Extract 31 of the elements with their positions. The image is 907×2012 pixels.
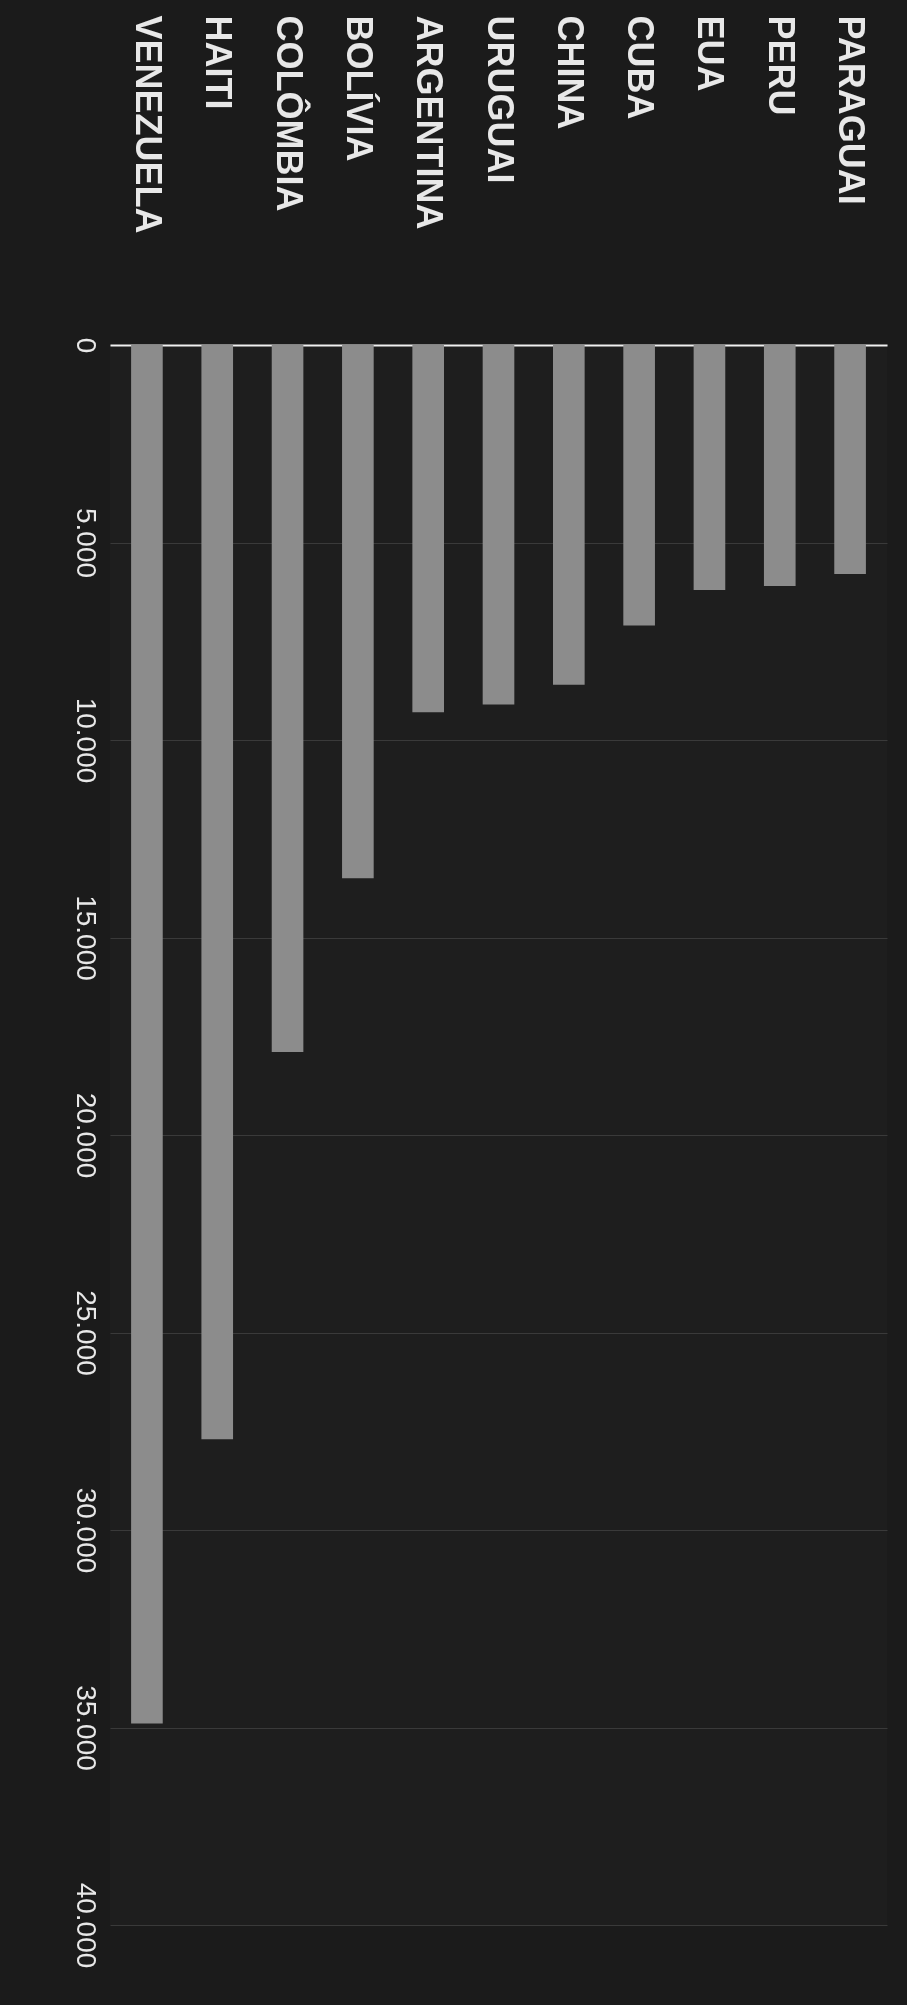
- bar: [693, 345, 726, 590]
- x-tick-label: EUA: [690, 15, 732, 92]
- x-tick-label: PERU: [760, 15, 802, 116]
- y-tick-label: 10.000: [70, 697, 102, 784]
- x-tick-label: ARGENTINA: [409, 15, 451, 230]
- y-tick-label: 20.000: [70, 1092, 102, 1179]
- bar: [131, 345, 163, 1724]
- bar: [553, 345, 585, 685]
- y-tick-label: 25.000: [70, 1290, 102, 1376]
- x-tick-label: BOLÍVIA: [338, 15, 380, 162]
- x-tick-label: CHINA: [549, 15, 591, 130]
- y-tick-label: 15.000: [70, 895, 102, 981]
- y-tick-label: 5.000: [70, 507, 102, 579]
- x-tick-label: VENEZUELA: [127, 15, 169, 234]
- x-tick-label: HAITI: [198, 15, 240, 110]
- bar: [763, 345, 796, 586]
- x-tick-label: PARAGUAI: [831, 15, 873, 205]
- bar: [834, 345, 866, 575]
- x-tick-label: COLÔMBIA: [268, 15, 311, 212]
- bar: [623, 345, 655, 626]
- bar: [482, 345, 515, 705]
- x-tick-label: URUGUAI: [479, 15, 521, 184]
- bar: [412, 345, 444, 713]
- y-tick-label: 40.000: [70, 1882, 102, 1969]
- bar: [271, 345, 304, 1053]
- y-tick-label: 0: [70, 337, 102, 354]
- x-tick-label: CUBA: [620, 15, 662, 120]
- y-tick-label: 30.000: [70, 1487, 102, 1574]
- y-tick-label: 35.000: [70, 1685, 102, 1771]
- bar: [201, 345, 234, 1440]
- bar: [342, 345, 374, 879]
